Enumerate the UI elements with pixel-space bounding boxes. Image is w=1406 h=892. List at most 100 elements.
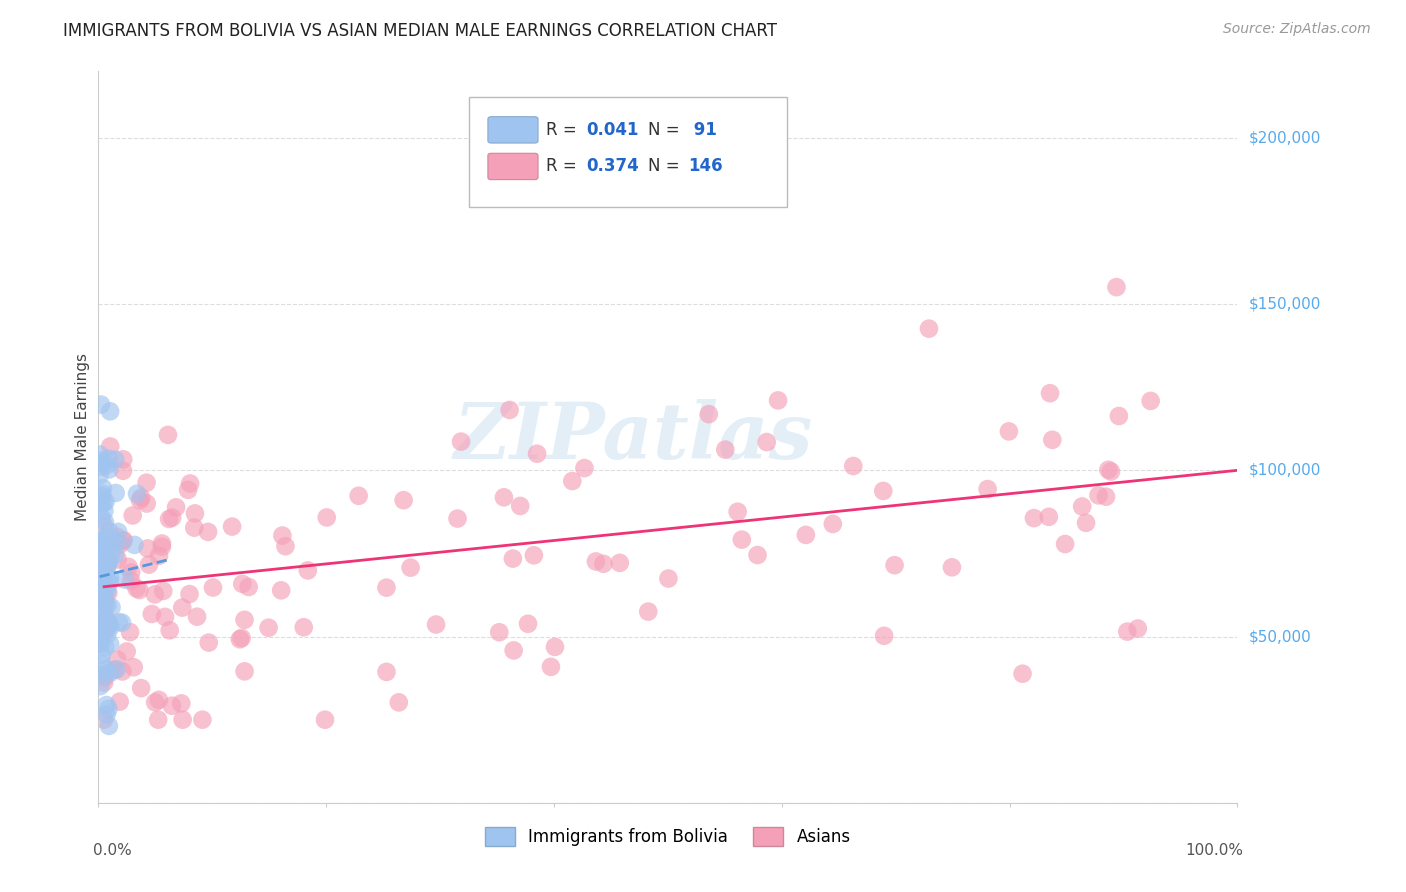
- Point: [96, 698, 118, 712]
- Point: [657, 572, 679, 586]
- Point: [93, 606, 115, 620]
- Point: [1095, 490, 1118, 504]
- Point: [93, 495, 115, 509]
- Point: [697, 407, 720, 421]
- Point: [97, 540, 120, 554]
- Point: [100, 600, 122, 615]
- Point: [121, 508, 143, 523]
- Text: 0.0%: 0.0%: [93, 843, 132, 858]
- Point: [94, 598, 117, 612]
- Point: [94, 662, 117, 676]
- Point: [150, 540, 173, 554]
- Point: [585, 554, 607, 568]
- Point: [148, 549, 170, 563]
- Point: [1038, 509, 1060, 524]
- Point: [172, 713, 194, 727]
- Point: [90, 497, 112, 511]
- Point: [941, 560, 963, 574]
- Point: [592, 557, 614, 571]
- Point: [450, 434, 472, 449]
- Point: [90, 398, 112, 412]
- Point: [89, 576, 111, 591]
- Point: [150, 536, 173, 550]
- Point: [135, 475, 157, 490]
- Point: [129, 493, 152, 508]
- Point: [574, 461, 596, 475]
- Point: [98, 637, 121, 651]
- Point: [96, 615, 118, 630]
- Y-axis label: Median Male Earnings: Median Male Earnings: [75, 353, 90, 521]
- Point: [98, 575, 121, 590]
- Point: [89, 637, 111, 651]
- Point: [1022, 511, 1045, 525]
- Point: [135, 496, 157, 510]
- Point: [976, 482, 998, 496]
- Point: [93, 617, 115, 632]
- Point: [108, 615, 131, 630]
- Text: 100.0%: 100.0%: [1185, 843, 1243, 858]
- Point: [90, 459, 112, 474]
- Point: [179, 587, 201, 601]
- Point: [93, 591, 115, 605]
- Point: [233, 613, 256, 627]
- Text: R =: R =: [546, 158, 582, 176]
- Point: [105, 530, 128, 544]
- Point: [96, 628, 118, 642]
- Text: IMMIGRANTS FROM BOLIVIA VS ASIAN MEDIAN MALE EARNINGS CORRELATION CHART: IMMIGRANTS FROM BOLIVIA VS ASIAN MEDIAN …: [63, 22, 778, 40]
- Point: [821, 516, 844, 531]
- Point: [93, 574, 115, 589]
- Point: [93, 625, 115, 640]
- Point: [112, 452, 135, 467]
- Point: [125, 487, 148, 501]
- Point: [1074, 516, 1097, 530]
- Point: [399, 560, 422, 574]
- Point: [160, 698, 183, 713]
- Point: [179, 476, 201, 491]
- Point: [97, 451, 120, 466]
- Point: [93, 713, 115, 727]
- Point: [517, 616, 540, 631]
- Point: [97, 719, 120, 733]
- Point: [159, 624, 181, 638]
- Point: [89, 624, 111, 639]
- Point: [112, 533, 135, 548]
- Point: [93, 544, 115, 558]
- Point: [1071, 500, 1094, 514]
- Point: [111, 615, 134, 630]
- Text: N =: N =: [648, 158, 685, 176]
- Text: 0.374: 0.374: [586, 158, 638, 176]
- Point: [104, 486, 127, 500]
- Point: [186, 609, 208, 624]
- Point: [918, 321, 941, 335]
- Point: [375, 581, 398, 595]
- Text: 0.041: 0.041: [586, 121, 638, 139]
- Point: [842, 458, 865, 473]
- Point: [177, 483, 200, 497]
- Point: [108, 695, 131, 709]
- Point: [172, 600, 194, 615]
- Point: [93, 455, 115, 469]
- Point: [136, 541, 159, 556]
- Point: [94, 640, 117, 655]
- Point: [392, 493, 415, 508]
- Point: [91, 593, 114, 607]
- Point: [96, 535, 118, 549]
- Legend: Immigrants from Bolivia, Asians: Immigrants from Bolivia, Asians: [478, 821, 858, 853]
- Point: [1039, 386, 1062, 401]
- Point: [89, 534, 111, 549]
- Point: [91, 487, 114, 501]
- Point: [143, 695, 166, 709]
- Point: [540, 660, 562, 674]
- Point: [766, 393, 789, 408]
- Point: [561, 474, 583, 488]
- Point: [91, 614, 114, 628]
- Text: $200,000: $200,000: [1249, 130, 1320, 145]
- Point: [93, 605, 115, 619]
- Point: [98, 620, 121, 634]
- Point: [90, 511, 112, 525]
- Point: [1126, 622, 1149, 636]
- Point: [229, 632, 252, 647]
- Point: [1108, 409, 1130, 423]
- Point: [1105, 280, 1128, 294]
- Point: [201, 581, 224, 595]
